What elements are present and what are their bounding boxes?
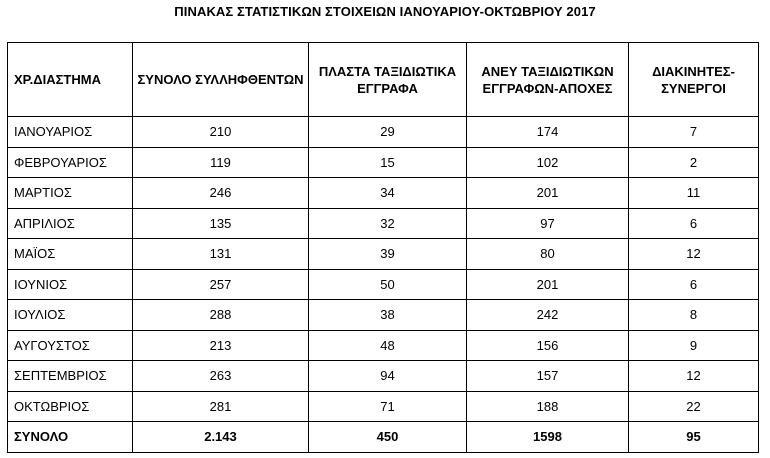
month-cell: ΙΟΥΝΙΟΣ — [7, 268, 133, 300]
value-cell: 32 — [308, 207, 467, 239]
header-period: ΧΡ.ΔΙΑΣΤΗΜΑ — [7, 42, 133, 117]
value-cell: 8 — [628, 299, 759, 331]
value-cell: 94 — [308, 360, 467, 392]
value-cell: 213 — [132, 329, 309, 361]
value-cell: 288 — [132, 299, 309, 331]
value-cell: 12 — [628, 238, 759, 270]
value-cell: 29 — [308, 116, 467, 148]
header-total-arrested: ΣΥΝΟΛΟ ΣΥΛΛΗΦΘΕΝΤΩΝ — [132, 42, 309, 117]
table-row: ΜΑΪΟΣ 131 39 80 12 — [7, 238, 759, 270]
total-label: ΣΥΝΟΛΟ — [7, 421, 133, 453]
value-cell: 9 — [628, 329, 759, 361]
total-value: 1598 — [466, 421, 629, 453]
header-no-documents: ΑΝΕΥ ΤΑΞΙΔΙΩΤΙΚΩΝ ΕΓΓΡΑΦΩΝ-ΑΠΟΧΕΣ — [466, 42, 629, 117]
total-value: 2.143 — [132, 421, 309, 453]
value-cell: 263 — [132, 360, 309, 392]
month-cell: ΑΠΡΙΛΙΟΣ — [7, 207, 133, 239]
value-cell: 188 — [466, 390, 629, 422]
value-cell: 210 — [132, 116, 309, 148]
value-cell: 156 — [466, 329, 629, 361]
value-cell: 80 — [466, 238, 629, 270]
value-cell: 34 — [308, 177, 467, 209]
header-smugglers: ΔΙΑΚΙΝΗΤΕΣ-ΣΥΝΕΡΓΟΙ — [628, 42, 759, 117]
value-cell: 11 — [628, 177, 759, 209]
month-cell: ΣΕΠΤΕΜΒΡΙΟΣ — [7, 360, 133, 392]
table-row: ΦΕΒΡΟΥΑΡΙΟΣ 119 15 102 2 — [7, 146, 759, 178]
value-cell: 157 — [466, 360, 629, 392]
value-cell: 71 — [308, 390, 467, 422]
month-cell: ΜΑΪΟΣ — [7, 238, 133, 270]
value-cell: 12 — [628, 360, 759, 392]
header-row: ΧΡ.ΔΙΑΣΤΗΜΑ ΣΥΝΟΛΟ ΣΥΛΛΗΦΘΕΝΤΩΝ ΠΛΑΣΤΑ Τ… — [7, 42, 759, 117]
header-forged-documents: ΠΛΑΣΤΑ ΤΑΞΙΔΙΩΤΙΚΑ ΕΓΓΡΑΦΑ — [308, 42, 467, 117]
total-value: 450 — [308, 421, 467, 453]
value-cell: 38 — [308, 299, 467, 331]
statistics-table: ΧΡ.ΔΙΑΣΤΗΜΑ ΣΥΝΟΛΟ ΣΥΛΛΗΦΘΕΝΤΩΝ ΠΛΑΣΤΑ Τ… — [7, 42, 759, 453]
value-cell: 22 — [628, 390, 759, 422]
value-cell: 39 — [308, 238, 467, 270]
table-row: ΙΑΝΟΥΑΡΙΟΣ 210 29 174 7 — [7, 116, 759, 148]
document-title: ΠΙΝΑΚΑΣ ΣΤΑΤΙΣΤΙΚΩΝ ΣΤΟΙΧΕΙΩΝ ΙΑΝΟΥΑΡΙΟΥ… — [174, 4, 596, 19]
value-cell: 257 — [132, 268, 309, 300]
table-row: ΣΕΠΤΕΜΒΡΙΟΣ 263 94 157 12 — [7, 360, 759, 392]
month-cell: ΜΑΡΤΙΟΣ — [7, 177, 133, 209]
total-value: 95 — [628, 421, 759, 453]
value-cell: 6 — [628, 207, 759, 239]
value-cell: 242 — [466, 299, 629, 331]
month-cell: ΙΟΥΛΙΟΣ — [7, 299, 133, 331]
table-row: ΙΟΥΝΙΟΣ 257 50 201 6 — [7, 268, 759, 300]
value-cell: 97 — [466, 207, 629, 239]
month-cell: ΟΚΤΩΒΡΙΟΣ — [7, 390, 133, 422]
value-cell: 102 — [466, 146, 629, 178]
table-row: ΙΟΥΛΙΟΣ 288 38 242 8 — [7, 299, 759, 331]
month-cell: ΙΑΝΟΥΑΡΙΟΣ — [7, 116, 133, 148]
table-row: ΑΥΓΟΥΣΤΟΣ 213 48 156 9 — [7, 329, 759, 361]
total-row: ΣΥΝΟΛΟ 2.143 450 1598 95 — [7, 421, 759, 453]
value-cell: 48 — [308, 329, 467, 361]
value-cell: 174 — [466, 116, 629, 148]
table-row: ΜΑΡΤΙΟΣ 246 34 201 11 — [7, 177, 759, 209]
table-row: ΟΚΤΩΒΡΙΟΣ 281 71 188 22 — [7, 390, 759, 422]
value-cell: 6 — [628, 268, 759, 300]
value-cell: 131 — [132, 238, 309, 270]
month-cell: ΦΕΒΡΟΥΑΡΙΟΣ — [7, 146, 133, 178]
value-cell: 2 — [628, 146, 759, 178]
value-cell: 119 — [132, 146, 309, 178]
month-cell: ΑΥΓΟΥΣΤΟΣ — [7, 329, 133, 361]
value-cell: 201 — [466, 268, 629, 300]
value-cell: 135 — [132, 207, 309, 239]
value-cell: 201 — [466, 177, 629, 209]
table-row: ΑΠΡΙΛΙΟΣ 135 32 97 6 — [7, 207, 759, 239]
value-cell: 246 — [132, 177, 309, 209]
value-cell: 7 — [628, 116, 759, 148]
value-cell: 281 — [132, 390, 309, 422]
value-cell: 15 — [308, 146, 467, 178]
value-cell: 50 — [308, 268, 467, 300]
